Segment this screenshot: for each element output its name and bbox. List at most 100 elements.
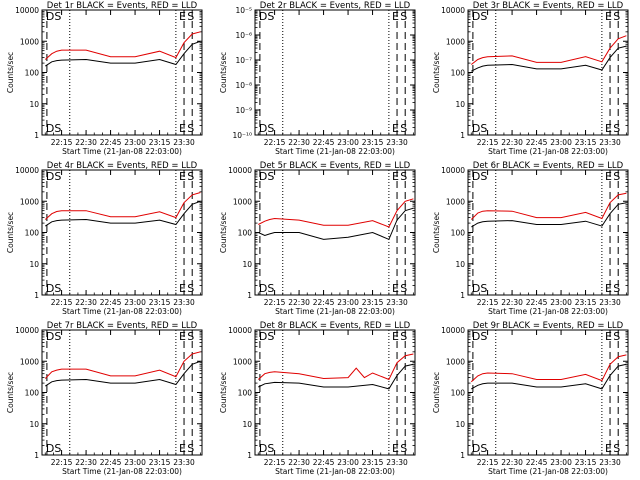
x-tick-label: 23:30	[173, 298, 195, 307]
y-tick-label: 100	[238, 389, 253, 398]
chart-title: Det 7r BLACK = Events, RED = LLD	[47, 321, 198, 331]
y-tick-label: 1000	[233, 197, 252, 206]
chart-panel-6: Det 6r BLACK = Events, RED = LLD 1 10 100 10…	[432, 161, 629, 316]
y-tick-label: 10000	[441, 6, 465, 15]
chart-title: Det 4r BLACK = Events, RED = LLD	[47, 161, 198, 171]
marker-label-bottom-e: E	[392, 122, 399, 135]
x-tick-label: 23:15	[575, 138, 597, 147]
marker-label-bottom-e: E	[605, 442, 612, 455]
series-line-red	[470, 192, 627, 220]
chart-title: Det 5r BLACK = Events, RED = LLD	[260, 161, 411, 171]
y-tick-label: 10⁻⁷	[235, 56, 252, 65]
marker-label-bottom-ds: DS	[46, 442, 61, 455]
y-tick-label: 1000	[446, 197, 465, 206]
series-line-black	[45, 200, 201, 227]
marker-label-ds: DS	[46, 170, 61, 183]
x-tick-label: 22:45	[100, 138, 122, 147]
x-tick-label: 22:15	[51, 298, 73, 307]
series-line-red	[44, 31, 201, 60]
marker-label-bottom-e: E	[179, 442, 186, 455]
x-tick-label: 22:30	[501, 298, 523, 307]
marker-label-ds: DS	[46, 10, 61, 23]
marker-label-bottom-e: E	[605, 122, 612, 135]
x-tick-label: 23:15	[149, 298, 171, 307]
marker-label-bottom-e: E	[392, 442, 399, 455]
x-tick-label: 22:15	[477, 138, 499, 147]
marker-label-bottom-s: S	[187, 122, 194, 135]
y-tick-label: 1000	[20, 357, 39, 366]
series-line-red	[44, 351, 201, 379]
y-tick-label: 10⁻⁵	[235, 6, 252, 15]
y-tick-label: 1000	[20, 197, 39, 206]
y-tick-label: 10	[455, 100, 465, 109]
series-line-black	[45, 360, 201, 387]
marker-label-ds: DS	[472, 330, 487, 343]
series-line-black	[258, 363, 414, 390]
chart-panel-9: Det 9r BLACK = Events, RED = LLD 1 10 100 10…	[432, 321, 629, 476]
x-tick-label: 22:45	[313, 138, 335, 147]
marker-label-e: E	[179, 10, 186, 23]
series-line-black	[471, 202, 627, 228]
marker-label-e: E	[605, 170, 612, 183]
marker-label-ds: DS	[259, 330, 274, 343]
y-tick-label: 100	[238, 229, 253, 238]
series-line-black	[471, 45, 627, 72]
x-tick-label: 22:15	[51, 138, 73, 147]
x-axis-label: Start Time (21-Jan-08 22:03:00)	[62, 307, 182, 316]
marker-label-s: S	[613, 10, 620, 23]
y-tick-label: 10000	[441, 166, 465, 175]
y-tick-label: 10000	[15, 326, 39, 335]
marker-label-bottom-ds: DS	[259, 122, 274, 135]
x-tick-label: 23:15	[575, 458, 597, 467]
x-tick-label: 23:30	[386, 458, 408, 467]
y-tick-label: 10	[242, 260, 252, 269]
y-axis-label: Counts/sec	[432, 52, 441, 93]
chart-panel-5: Det 5r BLACK = Events, RED = LLD 1 10 100 10…	[219, 161, 416, 316]
y-tick-label: 10	[242, 420, 252, 429]
marker-label-e: E	[392, 330, 399, 343]
x-tick-label: 23:30	[386, 298, 408, 307]
marker-label-bottom-e: E	[605, 282, 612, 295]
y-tick-label: 10	[29, 420, 39, 429]
x-tick-label: 22:45	[526, 298, 548, 307]
marker-label-e: E	[179, 330, 186, 343]
marker-label-bottom-ds: DS	[46, 282, 61, 295]
x-tick-label: 23:15	[362, 298, 384, 307]
chart-panel-1: Det 1r BLACK = Events, RED = LLD 1 10 100 10…	[6, 1, 203, 156]
x-tick-label: 23:15	[149, 138, 171, 147]
marker-label-bottom-s: S	[400, 122, 407, 135]
y-axis-label: Counts/sec	[6, 212, 15, 253]
x-tick-label: 22:45	[313, 458, 335, 467]
y-axis-label: Counts/sec	[219, 372, 228, 413]
y-tick-label: 100	[25, 229, 40, 238]
y-tick-label: 1	[247, 451, 252, 460]
x-tick-label: 22:30	[75, 298, 97, 307]
marker-label-bottom-ds: DS	[472, 442, 487, 455]
x-axis-label: Start Time (21-Jan-08 22:03:00)	[275, 307, 395, 316]
x-tick-label: 22:45	[100, 458, 122, 467]
x-tick-label: 23:30	[599, 458, 621, 467]
marker-label-ds: DS	[472, 10, 487, 23]
series-line-black	[471, 363, 627, 390]
series-line-red	[258, 198, 414, 228]
x-tick-label: 22:30	[288, 138, 310, 147]
x-tick-label: 23:00	[550, 458, 572, 467]
marker-label-bottom-e: E	[179, 282, 186, 295]
chart-panel-3: Det 3r BLACK = Events, RED = LLD 1 10 100 10…	[432, 1, 629, 156]
chart-title: Det 3r BLACK = Events, RED = LLD	[473, 1, 624, 11]
y-tick-label: 1000	[446, 357, 465, 366]
y-tick-label: 10000	[228, 166, 252, 175]
marker-label-e: E	[179, 170, 186, 183]
x-tick-label: 23:30	[599, 298, 621, 307]
y-tick-label: 100	[451, 389, 466, 398]
y-axis-label: Counts/sec	[432, 372, 441, 413]
x-tick-label: 23:15	[362, 458, 384, 467]
marker-label-e: E	[392, 170, 399, 183]
x-tick-label: 23:00	[337, 138, 359, 147]
chart-panel-7: Det 7r BLACK = Events, RED = LLD 1 10 100 10…	[6, 321, 203, 476]
x-tick-label: 23:30	[386, 138, 408, 147]
y-axis-label: Counts/sec	[6, 52, 15, 93]
chart-panel-2: Det 2r BLACK = Events, RED = LLD 10⁻¹⁰ 10⁻…	[219, 1, 416, 156]
